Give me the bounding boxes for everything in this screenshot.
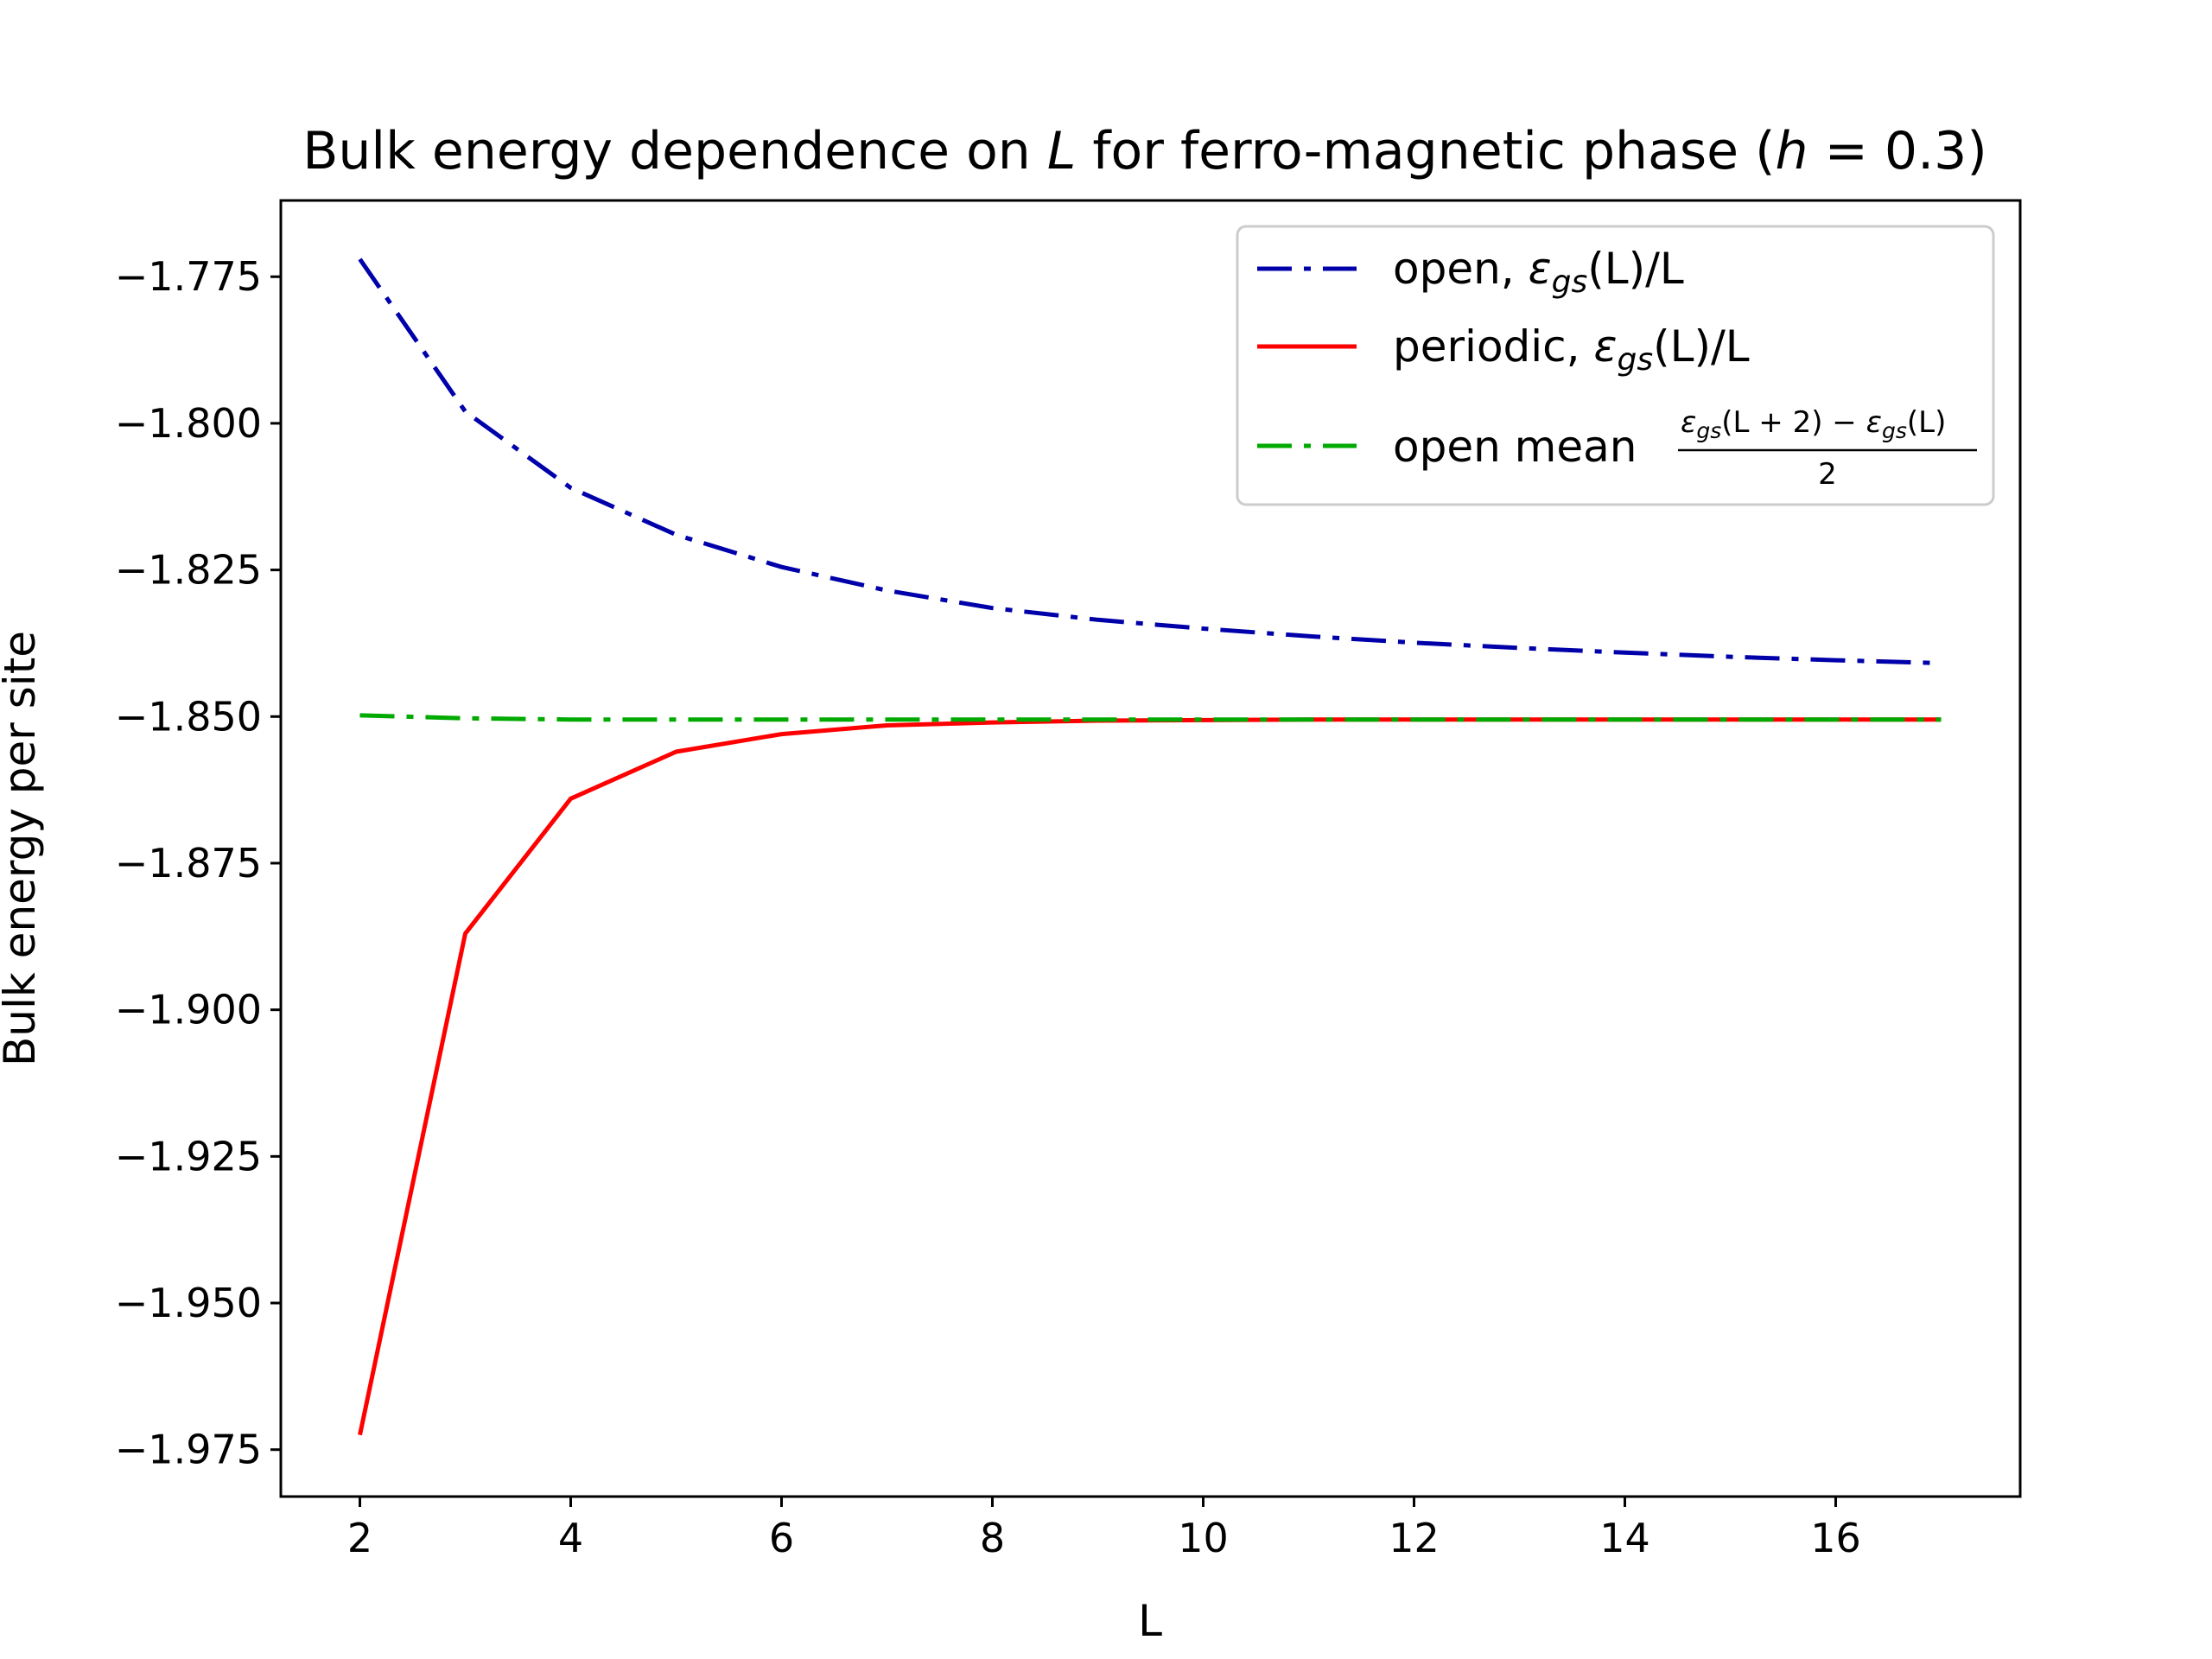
y-tick-label: −1.850 (115, 693, 262, 740)
legend-open-mean-numerator: εgs(L + 2) − εgs(L) (1681, 405, 1946, 443)
series-line-open-mean (359, 713, 1942, 722)
x-tick-label: 12 (1389, 1515, 1440, 1561)
x-tick-label: 16 (1810, 1515, 1861, 1561)
y-axis-ticks: −1.775 −1.800 −1.825 −1.850 −1.875 −1.900 −1.9… (115, 253, 281, 1473)
plot-frame (279, 199, 2022, 1498)
y-tick-label: −1.800 (115, 400, 262, 447)
y-tick-label: −1.775 (115, 253, 262, 300)
legend-periodic-label: periodic, εgs(L)/L (1393, 321, 1750, 378)
x-tick-label: 4 (558, 1515, 583, 1561)
y-axis-label: Bulk energy per site (0, 631, 45, 1066)
y-tick-label: −1.925 (115, 1133, 262, 1179)
series-layer (358, 257, 1942, 1436)
legend: open, εgs(L)/L periodic, εgs(L)/L open m… (1236, 225, 1995, 506)
y-tick-label: −1.975 (115, 1427, 262, 1473)
chart-title: Bulk energy dependence on L for ferro-ma… (302, 121, 1987, 181)
y-tick-label: −1.900 (115, 987, 262, 1033)
legend-open-label: open, εgs(L)/L (1393, 244, 1684, 300)
x-tick-label: 10 (1178, 1515, 1229, 1561)
y-tick-label: −1.825 (115, 547, 262, 594)
legend-open-mean-label: open mean (1393, 422, 1637, 472)
x-axis-label: L (1138, 1596, 1162, 1646)
x-tick-label: 8 (980, 1515, 1005, 1561)
legend-box (1236, 225, 1995, 506)
y-tick-label: −1.950 (115, 1280, 262, 1326)
y-tick-label: −1.875 (115, 840, 262, 887)
legend-open-mean-denominator: 2 (1818, 457, 1837, 492)
x-tick-label: 2 (347, 1515, 372, 1561)
x-tick-label: 14 (1599, 1515, 1650, 1561)
x-axis-ticks: 2 4 6 8 10 12 14 16 (347, 1497, 1861, 1561)
x-tick-label: 6 (769, 1515, 794, 1561)
